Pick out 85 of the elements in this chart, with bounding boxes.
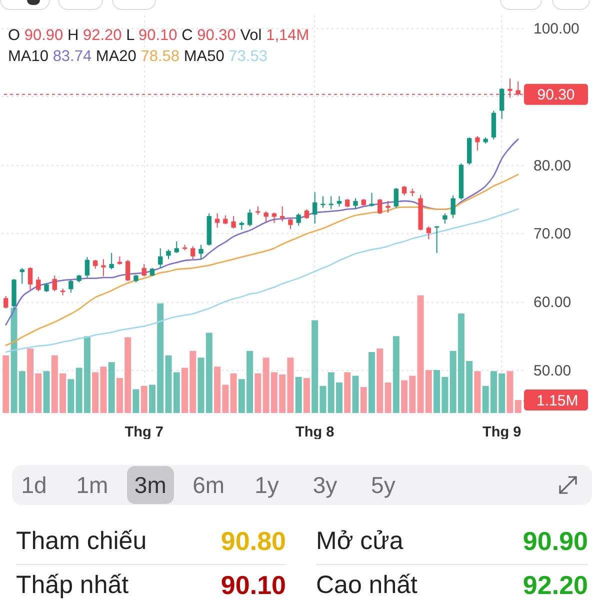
bar	[140, 386, 148, 413]
bar	[2, 355, 10, 413]
bar	[514, 400, 522, 413]
candlestick	[84, 256, 90, 278]
candlestick	[353, 198, 358, 210]
candlestick	[442, 212, 448, 224]
candlestick	[378, 198, 382, 214]
bar	[303, 378, 310, 413]
text: 3m	[133, 471, 168, 500]
candlestick	[264, 210, 268, 223]
text: 90.10	[220, 570, 286, 600]
candlestick	[247, 208, 252, 227]
candlestick	[198, 244, 204, 260]
text: 1d	[20, 471, 48, 500]
bar	[230, 373, 237, 413]
candlestick	[28, 266, 33, 290]
category-label: Cao nhất	[316, 571, 418, 599]
bar	[360, 386, 367, 413]
text: 3y	[312, 471, 338, 500]
line-series	[5, 174, 519, 346]
candlestick	[312, 192, 318, 224]
bar	[295, 376, 302, 413]
line-series	[5, 208, 519, 353]
bar	[68, 379, 74, 413]
candlestick	[231, 216, 236, 229]
text: O 90.90 H 92.20 L 90.10 C 90.30 Vol 1,14M	[8, 27, 310, 44]
bar	[474, 371, 481, 413]
candlestick	[166, 249, 171, 260]
candlestick	[304, 208, 310, 220]
candlestick	[500, 88, 504, 120]
y-tick-label: 100.00	[534, 20, 580, 38]
candlestick	[394, 188, 398, 208]
candlestick	[320, 196, 326, 208]
y-tick-label: 70.00	[534, 226, 572, 243]
candlestick	[475, 136, 480, 151]
candlestick	[280, 206, 285, 222]
bar	[132, 389, 140, 413]
candlestick	[109, 252, 114, 270]
candlestick	[328, 196, 334, 210]
candlestick	[4, 296, 8, 309]
candlestick	[101, 258, 106, 277]
candlestick	[36, 276, 41, 292]
bar	[108, 362, 115, 413]
text: 90.90	[522, 526, 588, 556]
candlestick	[126, 259, 130, 282]
category-label: Thấp nhất	[16, 571, 129, 599]
y-tick-label: 50.00	[534, 362, 572, 380]
bar	[368, 352, 376, 413]
bar	[352, 376, 359, 413]
candlestick	[52, 275, 58, 292]
candlestick	[142, 263, 146, 277]
candlestick	[369, 192, 374, 207]
y-tick-label: 80.00	[534, 157, 572, 174]
candlestick	[402, 185, 407, 196]
candlestick	[450, 195, 456, 219]
category-label: Mở cửa	[316, 527, 404, 555]
candlestick	[288, 218, 293, 230]
candlestick	[214, 212, 220, 228]
text: 5y	[370, 471, 396, 500]
text: 92.20	[522, 570, 588, 600]
line-series	[5, 138, 519, 326]
annotation: MA10 83.74 MA20 78.58 MA50 73.53	[8, 48, 268, 65]
bar	[173, 372, 180, 413]
bar	[43, 371, 50, 413]
bar	[392, 336, 400, 413]
bar	[506, 371, 514, 413]
candlestick	[190, 246, 196, 260]
candlestick	[296, 212, 301, 226]
text: 1y	[254, 471, 280, 500]
candlestick	[174, 240, 179, 254]
bar	[384, 382, 392, 413]
candlestick	[158, 248, 163, 269]
text: 1m	[75, 471, 110, 500]
candlestick	[426, 226, 432, 240]
bar	[344, 372, 351, 413]
ref-line-label: 90.30	[537, 86, 575, 104]
text: 90.80	[220, 526, 286, 556]
category-label: Tham chiếu	[16, 527, 147, 555]
candlestick	[68, 279, 74, 294]
y-tick-label: 60.00	[534, 294, 572, 312]
candlestick	[386, 200, 390, 214]
bar	[376, 348, 384, 413]
text: 6m	[192, 471, 226, 500]
y2-tick-label: 1.15M	[536, 392, 578, 410]
bar	[254, 373, 262, 413]
